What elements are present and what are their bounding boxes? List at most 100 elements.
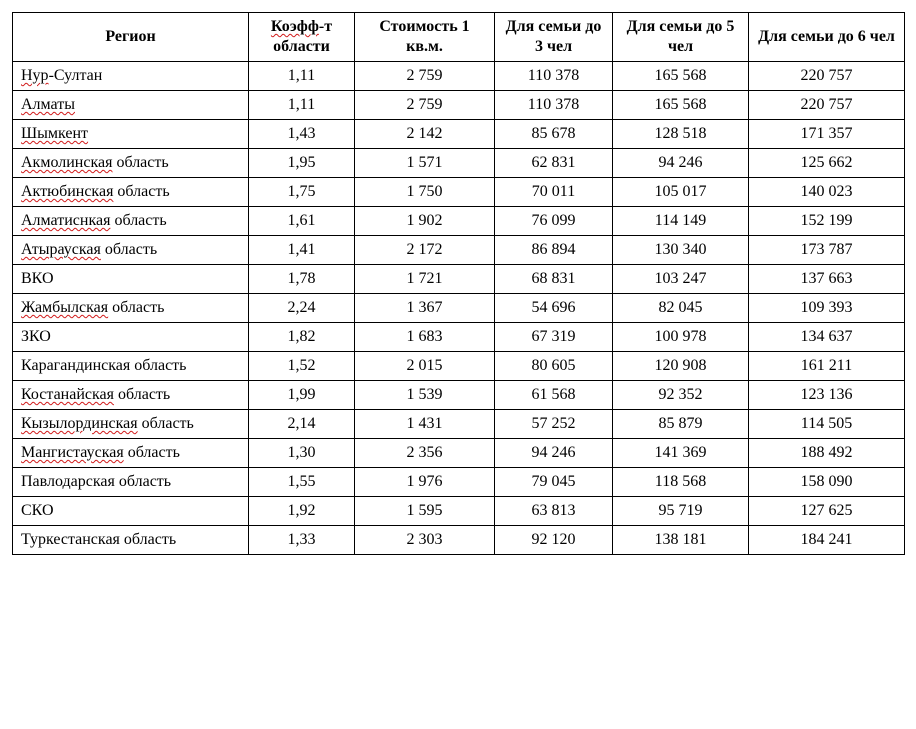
spell-underline: Мангистауская — [21, 444, 124, 461]
cell-region: ВКО — [13, 265, 249, 294]
cell-region: Акмолинская область — [13, 149, 249, 178]
cell-coeff: 1,33 — [249, 526, 355, 555]
cell-fam3: 61 568 — [495, 381, 613, 410]
cell-fam5: 85 879 — [613, 410, 749, 439]
cell-fam6: 220 757 — [749, 91, 905, 120]
spell-underline: Актюбинская — [21, 183, 113, 200]
cell-fam5: 103 247 — [613, 265, 749, 294]
cell-fam5: 105 017 — [613, 178, 749, 207]
cell-fam6: 171 357 — [749, 120, 905, 149]
col-header-region: Регион — [13, 13, 249, 62]
col-header-fam6: Для семьи до 6 чел — [749, 13, 905, 62]
cell-cost: 1 539 — [355, 381, 495, 410]
cell-cost: 1 750 — [355, 178, 495, 207]
table-row: Кызылординская область2,141 43157 25285 … — [13, 410, 905, 439]
table-row: Акмолинская область1,951 57162 83194 246… — [13, 149, 905, 178]
cell-fam6: 152 199 — [749, 207, 905, 236]
spell-underline: Костанайская — [21, 386, 114, 403]
table-header: Регион Коэфф-т области Стоимость 1 кв.м.… — [13, 13, 905, 62]
spell-underline: Нур — [21, 67, 49, 84]
cell-fam5: 165 568 — [613, 91, 749, 120]
cell-fam3: 80 605 — [495, 352, 613, 381]
cell-coeff: 1,92 — [249, 497, 355, 526]
table-row: Жамбылская область2,241 36754 69682 0451… — [13, 294, 905, 323]
cell-region: Шымкент — [13, 120, 249, 149]
cell-cost: 2 356 — [355, 439, 495, 468]
cell-fam6: 125 662 — [749, 149, 905, 178]
cell-fam3: 79 045 — [495, 468, 613, 497]
cell-fam3: 70 011 — [495, 178, 613, 207]
cell-fam5: 114 149 — [613, 207, 749, 236]
cell-fam3: 62 831 — [495, 149, 613, 178]
cell-fam3: 110 378 — [495, 62, 613, 91]
table-row: Мангистауская область1,302 35694 246141 … — [13, 439, 905, 468]
cell-cost: 2 303 — [355, 526, 495, 555]
cell-fam3: 68 831 — [495, 265, 613, 294]
table-row: Алматы1,112 759110 378165 568220 757 — [13, 91, 905, 120]
table-row: Актюбинская область1,751 75070 011105 01… — [13, 178, 905, 207]
cell-fam6: 123 136 — [749, 381, 905, 410]
col-header-fam3: Для семьи до 3 чел — [495, 13, 613, 62]
col-header-coeff: Коэфф-т области — [249, 13, 355, 62]
cell-fam3: 86 894 — [495, 236, 613, 265]
cell-fam3: 57 252 — [495, 410, 613, 439]
spell-underline: Атырауская — [21, 241, 101, 258]
spell-underline: Шымкент — [21, 125, 88, 142]
cell-region: Павлодарская область — [13, 468, 249, 497]
cell-fam6: 184 241 — [749, 526, 905, 555]
cell-fam6: 137 663 — [749, 265, 905, 294]
spell-underline: Жамбылская — [21, 299, 108, 316]
cell-fam3: 63 813 — [495, 497, 613, 526]
cell-fam6: 188 492 — [749, 439, 905, 468]
table-row: ВКО1,781 72168 831103 247137 663 — [13, 265, 905, 294]
cell-cost: 1 571 — [355, 149, 495, 178]
cell-fam3: 85 678 — [495, 120, 613, 149]
table-row: Алматиснкая область1,611 90276 099114 14… — [13, 207, 905, 236]
cell-fam3: 94 246 — [495, 439, 613, 468]
spell-underline: Коэфф — [271, 18, 319, 35]
cell-region: Жамбылская область — [13, 294, 249, 323]
cell-cost: 2 759 — [355, 91, 495, 120]
spell-underline: Акмолинская — [21, 154, 112, 171]
cell-region: Атырауская область — [13, 236, 249, 265]
cell-fam6: 173 787 — [749, 236, 905, 265]
table-row: Павлодарская область1,551 97679 045118 5… — [13, 468, 905, 497]
region-cost-table: Регион Коэфф-т области Стоимость 1 кв.м.… — [12, 12, 905, 555]
cell-region: ЗКО — [13, 323, 249, 352]
cell-cost: 2 759 — [355, 62, 495, 91]
cell-region: Карагандинская область — [13, 352, 249, 381]
cell-fam6: 161 211 — [749, 352, 905, 381]
cell-fam6: 220 757 — [749, 62, 905, 91]
cell-cost: 1 683 — [355, 323, 495, 352]
cell-cost: 1 976 — [355, 468, 495, 497]
cell-region: Нур-Султан — [13, 62, 249, 91]
table-row: Шымкент1,432 14285 678128 518171 357 — [13, 120, 905, 149]
cell-cost: 2 015 — [355, 352, 495, 381]
cell-coeff: 1,78 — [249, 265, 355, 294]
cell-fam5: 118 568 — [613, 468, 749, 497]
cell-region: Мангистауская область — [13, 439, 249, 468]
cell-cost: 2 142 — [355, 120, 495, 149]
cell-fam3: 67 319 — [495, 323, 613, 352]
cell-cost: 1 431 — [355, 410, 495, 439]
cell-fam5: 92 352 — [613, 381, 749, 410]
table-row: Атырауская область1,412 17286 894130 340… — [13, 236, 905, 265]
cell-coeff: 1,30 — [249, 439, 355, 468]
cell-fam6: 114 505 — [749, 410, 905, 439]
cell-fam6: 158 090 — [749, 468, 905, 497]
cell-cost: 1 367 — [355, 294, 495, 323]
cell-fam5: 100 978 — [613, 323, 749, 352]
table-row: Карагандинская область1,522 01580 605120… — [13, 352, 905, 381]
cell-fam5: 128 518 — [613, 120, 749, 149]
cell-fam5: 95 719 — [613, 497, 749, 526]
cell-fam6: 140 023 — [749, 178, 905, 207]
cell-region: СКО — [13, 497, 249, 526]
cell-fam5: 138 181 — [613, 526, 749, 555]
cell-fam3: 76 099 — [495, 207, 613, 236]
cell-fam5: 82 045 — [613, 294, 749, 323]
cell-fam5: 130 340 — [613, 236, 749, 265]
cell-coeff: 2,24 — [249, 294, 355, 323]
cell-coeff: 2,14 — [249, 410, 355, 439]
cell-region: Туркестанская область — [13, 526, 249, 555]
cell-coeff: 1,41 — [249, 236, 355, 265]
